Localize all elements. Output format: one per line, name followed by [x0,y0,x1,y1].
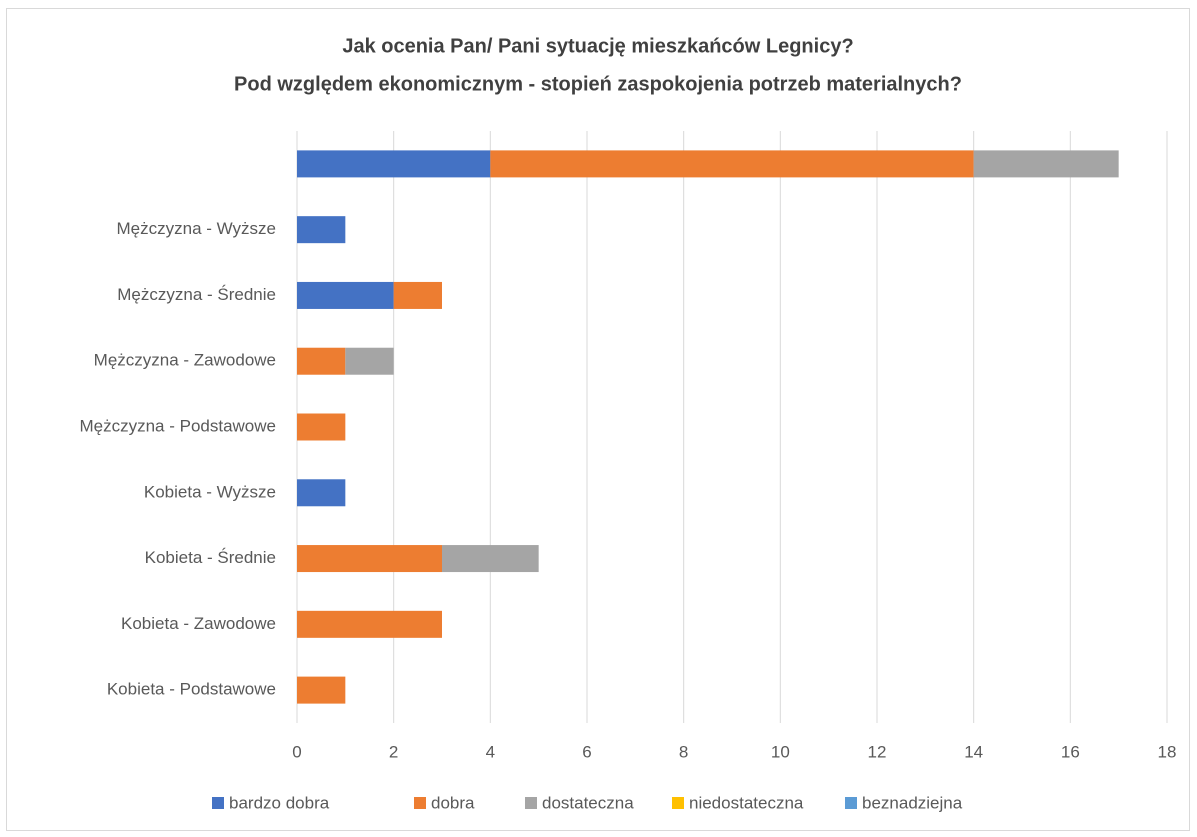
chart-title: Jak ocenia Pan/ Pani sytuację mieszkańcó… [342,35,853,57]
bar [297,479,346,507]
y-tick-label: Mężczyzna - Zawodowe [94,351,276,370]
x-tick-label: 2 [389,742,398,761]
bar [297,676,346,704]
x-tick-label: 0 [292,742,301,761]
legend-label: dobra [431,793,475,812]
legend-label: bardzo dobra [229,793,330,812]
legend-label: niedostateczna [689,793,804,812]
bar [393,281,442,309]
x-tick-label: 4 [486,742,495,761]
bar [297,216,346,244]
y-tick-label: Kobieta - Podstawowe [107,680,276,699]
y-tick-label: Kobieta - Zawodowe [121,614,276,633]
chart-title: Pod względem ekonomicznym - stopień zasp… [234,73,962,95]
legend-swatch [845,797,857,809]
legend-swatch [212,797,224,809]
bar [297,545,442,573]
x-tick-label: 12 [868,742,887,761]
bar [973,150,1119,178]
bar [442,545,539,573]
chart-border [6,8,1190,831]
y-tick-label: Mężczyzna - Średnie [117,285,276,304]
bar [297,347,346,375]
x-tick-label: 14 [964,742,983,761]
bar [297,413,346,441]
x-tick-label: 18 [1158,742,1177,761]
bar [490,150,974,178]
bar [297,281,394,309]
bar [297,150,491,178]
x-tick-label: 10 [771,742,790,761]
y-tick-label: Kobieta - Wyższe [144,482,276,501]
bar [297,610,442,638]
legend-swatch [414,797,426,809]
legend-swatch [672,797,684,809]
legend-swatch [525,797,537,809]
y-tick-label: Mężczyzna - Wyższe [117,219,276,238]
x-tick-label: 16 [1061,742,1080,761]
y-tick-label: Mężczyzna - Podstawowe [79,416,276,435]
legend-label: beznadziejna [862,793,963,812]
x-tick-label: 6 [582,742,591,761]
x-tick-label: 8 [679,742,688,761]
legend-label: dostateczna [542,793,634,812]
y-tick-label: Kobieta - Średnie [145,548,276,567]
bar [345,347,394,375]
